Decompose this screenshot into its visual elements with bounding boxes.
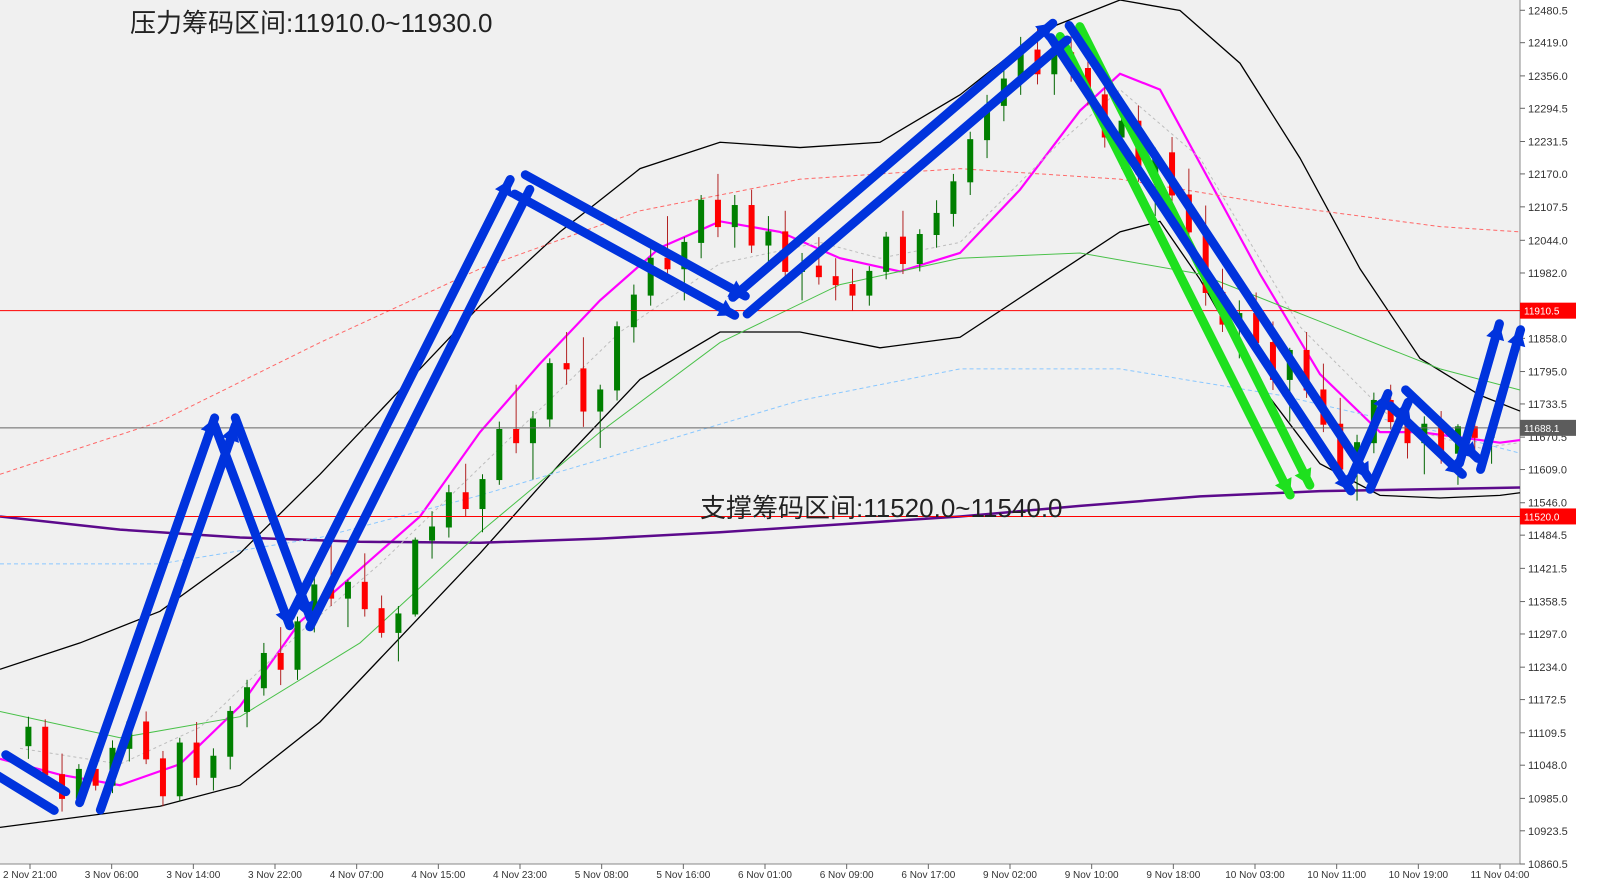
chart-svg: 12480.5 12419.0 12356.0 12294.5 12231.5 12170… [0,0,1616,890]
y-tick-label: 12170.0 [1528,169,1568,181]
candle [396,614,401,632]
candle [850,285,855,296]
x-tick-label: 4 Nov 23:00 [493,870,547,881]
candle [749,206,754,246]
candle [867,271,872,295]
candle [194,743,199,777]
x-tick-label: 6 Nov 17:00 [901,870,955,881]
y-tick-label: 10923.5 [1528,826,1568,838]
candle [430,527,435,540]
y-tick-label: 12044.0 [1528,235,1568,247]
x-tick-label: 4 Nov 07:00 [330,870,384,881]
x-tick-label: 4 Nov 15:00 [411,870,465,881]
y-tick-label: 12480.5 [1528,5,1568,17]
y-tick-label: 12107.5 [1528,202,1568,214]
price-tag: 11910.5 [1524,307,1560,318]
y-tick-label: 11234.0 [1528,662,1567,674]
y-tick-label: 11109.5 [1528,728,1566,740]
candle [699,200,704,242]
candle [463,493,468,509]
y-tick-label: 11546.0 [1528,498,1567,510]
candle [26,727,31,745]
y-tick-label: 11172.5 [1528,695,1566,707]
candle [379,609,384,633]
candle [598,390,603,411]
candle [43,727,48,774]
x-tick-label: 3 Nov 06:00 [85,870,139,881]
y-tick-label: 12294.5 [1528,103,1568,115]
y-tick-label: 11358.5 [1528,597,1567,609]
x-tick-label: 6 Nov 01:00 [738,870,792,881]
candle [900,237,905,263]
candle [261,653,266,687]
candle [497,429,502,479]
x-tick-label: 10 Nov 03:00 [1225,870,1285,881]
y-tick-label: 10860.5 [1528,859,1568,871]
x-tick-label: 5 Nov 08:00 [575,870,629,881]
y-tick-label: 11048.0 [1528,760,1567,772]
candle [514,429,519,442]
y-tick-label: 11733.5 [1528,399,1567,411]
candle [177,743,182,796]
y-tick-label: 12231.5 [1528,136,1568,148]
x-tick-label: 2 Nov 21:00 [3,870,57,881]
candle [446,493,451,527]
candle [345,582,350,598]
x-tick-label: 3 Nov 14:00 [166,870,220,881]
candle [530,419,535,443]
candle [615,327,620,390]
candle [934,213,939,234]
x-tick-label: 3 Nov 22:00 [248,870,302,881]
y-tick-label: 12356.0 [1528,71,1568,83]
candle [564,364,569,369]
x-tick-label: 9 Nov 02:00 [983,870,1037,881]
candle [160,759,165,796]
candle [278,653,283,669]
x-tick-label: 6 Nov 09:00 [820,870,874,881]
candle [833,277,838,285]
price-tag: 11688.1 [1524,424,1560,435]
trading-chart[interactable]: 12480.5 12419.0 12356.0 12294.5 12231.5 12170… [0,0,1616,890]
candle [144,722,149,759]
candle [732,206,737,227]
candle [211,756,216,777]
candle [665,258,670,269]
y-tick-label: 11982.0 [1528,268,1567,280]
y-tick-label: 11484.5 [1528,530,1567,542]
y-tick-label: 11297.0 [1528,629,1567,641]
candle [766,232,771,245]
candle [480,480,485,509]
candle [413,540,418,614]
price-tag: 11520.0 [1524,512,1560,523]
x-tick-label: 10 Nov 11:00 [1307,870,1366,881]
y-tick-label: 11795.0 [1528,367,1567,379]
candle [917,235,922,264]
candle [951,182,956,214]
x-tick-label: 11 Nov 04:00 [1471,870,1530,881]
y-tick-label: 11858.0 [1528,333,1567,345]
candle [581,369,586,411]
y-tick-label: 11609.0 [1528,465,1567,477]
candle [228,711,233,756]
y-tick-label: 10985.0 [1528,793,1568,805]
x-tick-label: 9 Nov 18:00 [1146,870,1200,881]
candle [715,200,720,226]
candle [362,582,367,608]
y-tick-label: 11421.5 [1528,563,1567,575]
candle [816,266,821,277]
x-tick-label: 10 Nov 19:00 [1389,870,1449,881]
x-tick-label: 9 Nov 10:00 [1065,870,1119,881]
annotation-text: 压力筹码区间:11910.0~11930.0 [130,8,493,38]
candle [968,140,973,182]
candle [884,237,889,271]
candle [547,364,552,419]
candle [245,688,250,712]
x-tick-label: 5 Nov 16:00 [656,870,710,881]
candle [295,622,300,669]
annotation-text: 支撑筹码区间:11520.0~11540.0 [700,493,1063,523]
y-tick-label: 12419.0 [1528,38,1568,50]
